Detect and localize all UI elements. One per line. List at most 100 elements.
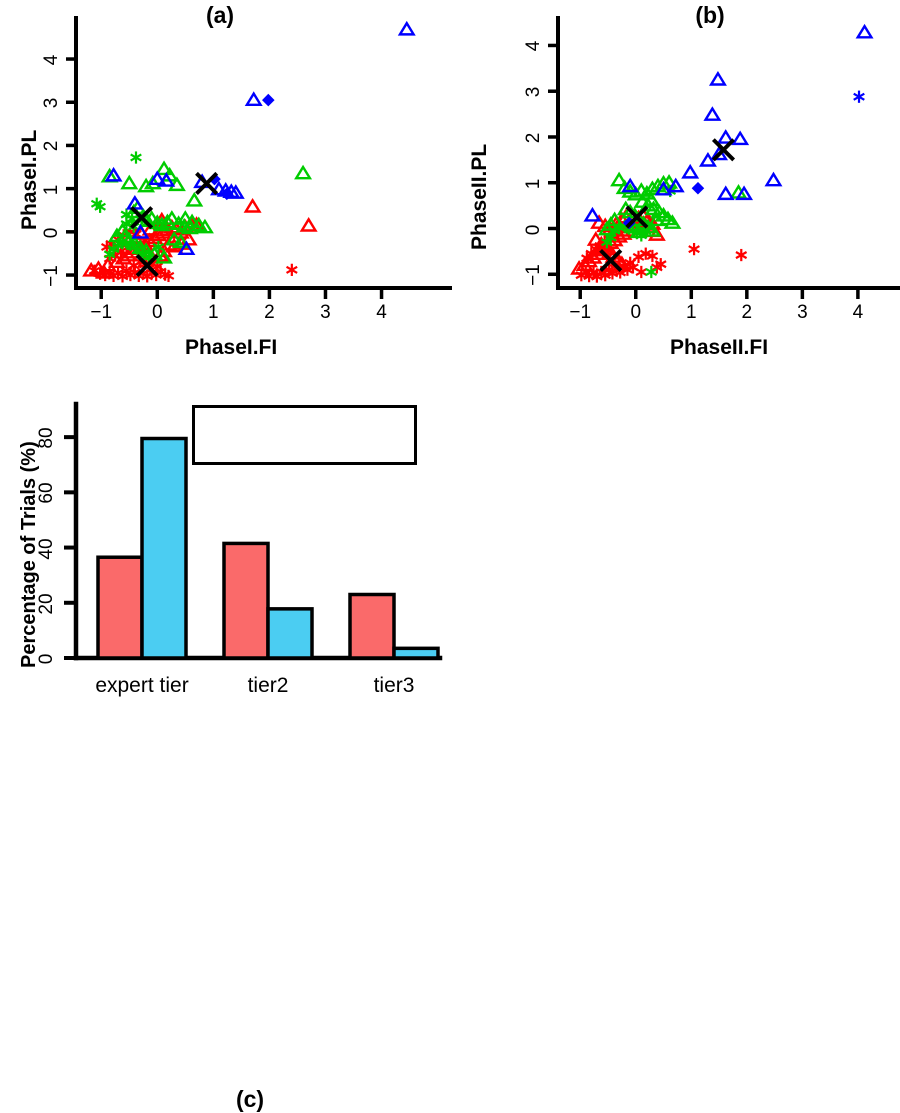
data-point xyxy=(151,246,170,262)
tick-label-y: 3 xyxy=(41,97,62,109)
tick-label-x: 1 xyxy=(685,302,697,323)
data-point xyxy=(646,249,659,263)
data-point xyxy=(244,91,263,106)
data-point xyxy=(625,205,649,229)
data-point xyxy=(601,236,613,249)
panel-a-title: (a) xyxy=(205,2,235,28)
data-point xyxy=(183,213,202,229)
data-point xyxy=(185,191,204,207)
panel-c-plot-area xyxy=(64,401,443,661)
data-point xyxy=(711,138,736,162)
tick-label-y: 2 xyxy=(523,132,544,144)
data-point xyxy=(708,70,727,86)
bar-category-label: tier3 xyxy=(373,674,415,697)
data-point xyxy=(165,230,184,246)
tick-label-x: 0 xyxy=(151,302,163,323)
axes xyxy=(548,16,900,299)
axes xyxy=(66,16,452,299)
panel-a-plot-area xyxy=(66,16,452,299)
data-point xyxy=(645,265,658,279)
data-point xyxy=(131,223,150,239)
panel-b-plot-area xyxy=(548,16,900,299)
tick-label-x: 3 xyxy=(797,302,808,323)
tick-label-x: 4 xyxy=(376,302,387,323)
data-point xyxy=(583,206,602,222)
tick-label-y: 2 xyxy=(41,141,62,152)
data-point xyxy=(127,259,140,272)
data-point xyxy=(731,130,750,146)
panel-b-title: (b) xyxy=(695,2,725,28)
data-point xyxy=(195,171,219,195)
series-tier-3-trial-by-experienced xyxy=(583,23,874,222)
data-point xyxy=(853,90,865,103)
tick-label-y: 0 xyxy=(36,653,57,665)
data-point xyxy=(226,184,245,199)
bar xyxy=(266,607,314,660)
data-point xyxy=(599,249,623,273)
data-point xyxy=(148,170,167,186)
tick-label-y: 60 xyxy=(36,482,57,504)
data-point xyxy=(104,166,123,182)
panel-b-scatter: (b) PhaseII.PL PhaseII.FI −1 0 1 2 3 4 −1 0 1 2 3 4 xyxy=(450,0,900,375)
data-point xyxy=(716,185,735,201)
tick-label-x: 4 xyxy=(852,302,864,323)
data-point xyxy=(130,151,142,164)
bar-category-label: tier2 xyxy=(247,674,289,697)
tick-label-x: 0 xyxy=(630,302,642,323)
series-tier-2-trial-by-expert xyxy=(90,151,165,264)
data-point xyxy=(735,185,754,201)
panel-b-x-axis-label: PhaseII.FI xyxy=(670,336,769,359)
data-point xyxy=(663,214,682,229)
data-point xyxy=(688,242,700,256)
series-tier-2-trial-by-experienced xyxy=(100,160,313,264)
data-point xyxy=(137,177,156,193)
data-point xyxy=(195,218,214,234)
data-point xyxy=(621,177,640,193)
bar xyxy=(348,592,396,660)
tick-label-x: 3 xyxy=(320,302,331,323)
data-point xyxy=(130,206,154,230)
data-point xyxy=(639,247,652,260)
panel-c-bar-chart: Percentage of Trials (%) (c) 0 20 40 60 80 ex… xyxy=(0,378,460,1112)
data-point xyxy=(157,172,176,187)
data-point xyxy=(642,191,661,207)
data-point xyxy=(691,181,705,195)
data-point xyxy=(162,269,175,283)
data-point xyxy=(155,248,173,264)
tick-label-y: 1 xyxy=(41,184,62,195)
data-point xyxy=(698,151,717,167)
panel-a-y-axis-label: PhaseI.PL xyxy=(18,129,41,230)
data-point xyxy=(647,211,666,227)
data-point xyxy=(855,23,874,39)
data-point xyxy=(294,164,313,180)
panel-c-title: (c) xyxy=(235,1086,265,1112)
bar xyxy=(222,541,270,660)
data-point xyxy=(654,180,673,196)
data-point xyxy=(220,187,234,201)
bar xyxy=(140,436,188,660)
tick-label-y: 4 xyxy=(523,41,544,52)
symbol-legend xyxy=(500,440,900,720)
series-tier-3-trial-by-expert xyxy=(853,90,865,103)
data-point xyxy=(397,20,416,36)
tick-label-y: 4 xyxy=(41,54,62,66)
tick-label-y: 1 xyxy=(523,178,544,190)
panel-c-legend xyxy=(192,405,417,465)
data-point xyxy=(626,185,645,201)
data-point xyxy=(703,106,722,121)
data-point xyxy=(262,93,275,107)
data-point xyxy=(107,227,126,243)
tick-label-x: 2 xyxy=(741,302,753,323)
data-point xyxy=(575,256,594,272)
bar xyxy=(96,555,144,660)
data-point xyxy=(764,171,783,187)
data-point xyxy=(666,177,685,193)
tick-label-y: 20 xyxy=(36,593,57,615)
data-point xyxy=(610,171,629,187)
tick-label-x: 1 xyxy=(208,302,219,323)
data-point xyxy=(103,248,116,261)
data-point xyxy=(152,240,165,254)
data-point xyxy=(635,265,648,279)
series-tier-3-trial-by-experienced xyxy=(104,20,416,256)
